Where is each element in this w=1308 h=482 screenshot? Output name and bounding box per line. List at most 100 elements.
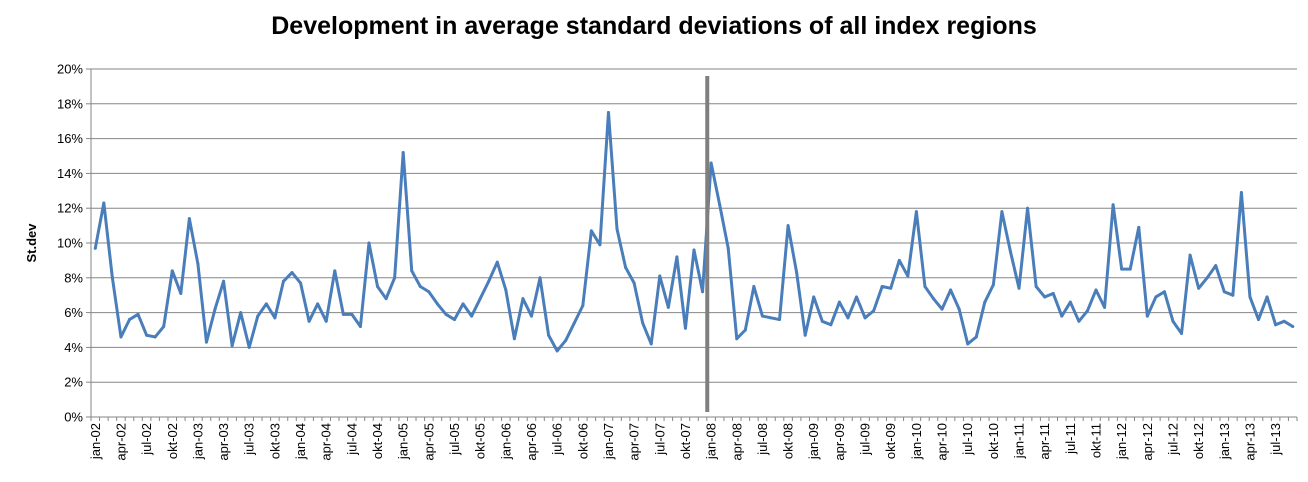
- series-layer: [93, 111, 1295, 353]
- data-point: [914, 210, 918, 214]
- data-point: [1162, 290, 1166, 294]
- data-point: [179, 291, 183, 295]
- data-point: [641, 321, 645, 325]
- data-point: [1180, 331, 1184, 335]
- y-tick-label: 8%: [64, 270, 83, 285]
- y-tick-label: 2%: [64, 375, 83, 390]
- data-point: [427, 290, 431, 294]
- data-point: [110, 276, 114, 280]
- data-point: [863, 316, 867, 320]
- series-line: [93, 111, 1295, 353]
- data-point: [187, 217, 191, 221]
- x-tick-label: jan-05: [396, 423, 411, 460]
- data-point: [1034, 285, 1038, 288]
- data-point: [632, 281, 636, 285]
- data-point: [1085, 309, 1089, 313]
- y-tick-label: 16%: [57, 131, 83, 146]
- data-point: [1231, 293, 1235, 297]
- data-point: [1120, 267, 1124, 271]
- chart-title: Development in average standard deviatio…: [271, 12, 1037, 40]
- y-tick-label: 14%: [57, 166, 83, 181]
- data-point: [495, 260, 499, 264]
- data-point: [931, 297, 935, 301]
- data-point: [290, 271, 294, 275]
- data-point: [470, 314, 474, 318]
- x-tick-label: jul-07: [652, 423, 667, 456]
- data-point: [855, 295, 859, 299]
- x-tick-label: jul-11: [1063, 423, 1078, 455]
- data-point: [1017, 286, 1021, 290]
- gridlines: [91, 68, 1297, 383]
- data-point: [281, 279, 285, 283]
- data-point: [444, 312, 448, 316]
- data-point: [846, 316, 850, 320]
- data-point: [966, 342, 970, 346]
- data-point: [666, 305, 670, 309]
- data-point: [358, 325, 362, 329]
- data-point: [1154, 295, 1158, 299]
- data-point: [350, 312, 354, 316]
- data-point: [204, 340, 208, 344]
- data-point: [991, 283, 995, 287]
- data-point: [1043, 295, 1047, 299]
- data-point: [726, 246, 730, 250]
- data-point: [658, 274, 662, 278]
- data-point: [983, 300, 987, 304]
- data-point: [812, 295, 816, 299]
- data-point: [1103, 305, 1107, 309]
- data-point: [1060, 314, 1064, 318]
- data-point: [333, 269, 337, 273]
- data-point: [564, 338, 568, 342]
- data-point: [760, 314, 764, 318]
- x-tick-label: jul-09: [858, 423, 873, 456]
- data-point: [521, 297, 525, 301]
- data-point: [256, 314, 260, 318]
- x-tick-label: apr-05: [421, 423, 436, 461]
- x-tick-label: apr-04: [319, 423, 334, 461]
- data-point: [1257, 318, 1261, 322]
- x-tick-label: jul-05: [447, 423, 462, 456]
- data-point: [735, 337, 739, 341]
- data-point: [504, 288, 508, 292]
- data-point: [1205, 276, 1209, 280]
- data-point: [709, 161, 713, 165]
- data-point: [367, 241, 371, 245]
- data-point: [923, 285, 927, 288]
- data-point: [119, 335, 123, 339]
- data-point: [683, 326, 687, 330]
- data-point: [102, 201, 106, 205]
- data-point: [487, 279, 491, 283]
- data-point: [376, 285, 380, 288]
- data-point: [1026, 206, 1030, 210]
- data-point: [230, 344, 234, 348]
- data-point: [649, 342, 653, 346]
- data-point: [299, 281, 303, 285]
- x-tick-label: okt-02: [165, 423, 180, 459]
- axes: [86, 68, 1298, 421]
- x-tick-label: jul-02: [139, 423, 154, 456]
- data-point: [1094, 288, 1098, 292]
- data-point: [786, 224, 790, 228]
- data-point: [1188, 253, 1192, 257]
- x-tick-label: okt-08: [781, 423, 796, 459]
- data-point: [529, 314, 533, 318]
- data-point: [153, 335, 157, 339]
- data-point: [1248, 295, 1252, 299]
- x-tick-label: apr-10: [935, 423, 950, 461]
- data-point: [1265, 295, 1269, 299]
- data-point: [547, 333, 551, 337]
- x-tick-label: okt-11: [1089, 423, 1104, 458]
- data-point: [316, 302, 320, 306]
- data-point: [478, 297, 482, 301]
- data-point: [1128, 267, 1132, 271]
- x-tick-label: jan-09: [806, 423, 821, 460]
- data-point: [1000, 210, 1004, 214]
- y-tick-label: 4%: [64, 340, 83, 355]
- data-point: [803, 333, 807, 337]
- x-tick-label: jan-07: [601, 423, 616, 460]
- x-tick-label: jul-13: [1268, 423, 1283, 456]
- x-tick-label: jan-06: [498, 423, 513, 460]
- data-point: [461, 302, 465, 306]
- data-point: [239, 311, 243, 315]
- data-point: [572, 321, 576, 325]
